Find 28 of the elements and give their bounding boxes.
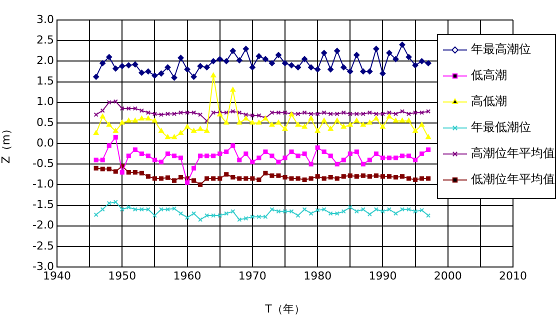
legend-label: 高潮位年平均值 [471, 146, 555, 160]
y-axis-title: Z（m） [0, 123, 12, 164]
x-tick-label: 2000 [434, 269, 462, 282]
legend-label: 低潮位年平均值 [471, 172, 555, 186]
y-tick-label: -2.5 [32, 239, 54, 252]
x-tick-label: 1980 [304, 269, 332, 282]
x-axis-title: T（年） [264, 302, 305, 316]
x-tick-label: 1950 [108, 269, 136, 282]
y-tick-label: 0.5 [36, 116, 54, 129]
y-tick-label: 3.0 [36, 12, 54, 26]
y-tick-label: -2.0 [32, 218, 54, 232]
y-tick-label: 0.0 [36, 136, 54, 150]
x-tick-label: 1990 [368, 269, 397, 282]
legend-label: 高低潮 [471, 94, 507, 108]
y-tick-label: -0.5 [32, 156, 54, 170]
x-tick-label: 2010 [499, 269, 527, 282]
legend-label: 年最高潮位 [471, 42, 531, 56]
y-tick-label: 1.0 [36, 95, 54, 108]
x-tick-label: 1960 [173, 269, 202, 282]
y-tick-label: -1.5 [32, 198, 54, 212]
legend-label: 低高潮 [471, 68, 507, 82]
y-tick-label: -1.0 [32, 178, 54, 191]
legend-label: 年最低潮位 [471, 120, 531, 134]
y-tick-label: 1.5 [36, 74, 54, 88]
x-tick-label: 1970 [238, 269, 266, 282]
y-tick-label: 2.0 [36, 54, 54, 68]
x-tick-label: 1940 [43, 269, 71, 282]
y-tick-label: 2.5 [36, 33, 54, 46]
